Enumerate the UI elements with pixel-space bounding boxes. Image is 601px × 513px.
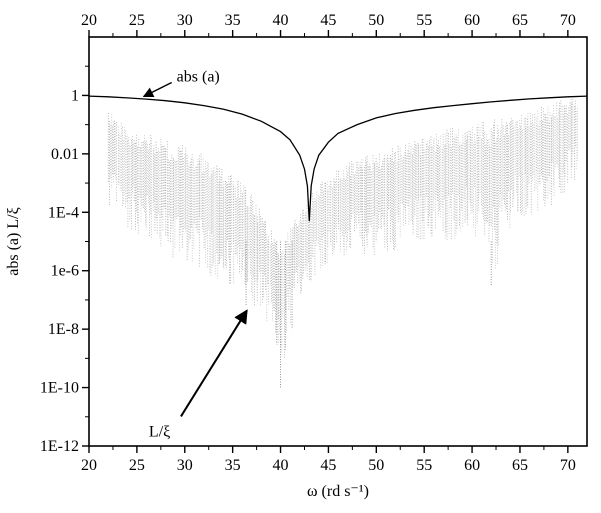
annotations: abs (a) L/ξ — [142, 68, 248, 440]
x-tick-label: 65 — [512, 457, 528, 474]
top-x-tick-label: 20 — [81, 12, 97, 29]
top-x-tick-label: 45 — [320, 12, 336, 29]
x-tick-label: 30 — [177, 457, 193, 474]
y-tick-label: 1E-10 — [40, 380, 79, 397]
y-tick-label: 1 — [71, 87, 79, 104]
top-x-tick-label: 35 — [225, 12, 241, 29]
l-over-xi-label: L/ξ — [149, 423, 170, 440]
y-tick-label: 0.01 — [51, 146, 79, 163]
top-x-tick-label: 25 — [129, 12, 145, 29]
l-over-xi-arrow — [180, 309, 248, 417]
abs-a-label: abs (a) — [177, 68, 220, 85]
top-x-tick-label: 30 — [177, 12, 193, 29]
plot-border — [88, 36, 588, 447]
x-axis-label: ω (rd s⁻¹) — [307, 483, 369, 500]
x-tick-label: 25 — [129, 457, 145, 474]
y-tick-label: 1e-6 — [51, 263, 79, 280]
top-x-tick-label: 70 — [560, 12, 576, 29]
x-tick-label: 20 — [81, 457, 97, 474]
x-tick-label: 40 — [273, 457, 289, 474]
plot-frame — [88, 36, 588, 447]
x-tick-label: 35 — [225, 457, 241, 474]
l-over-xi-series — [107, 98, 578, 388]
abs-a-arrow — [142, 81, 173, 98]
abs-a-line — [88, 95, 588, 222]
top-x-tick-label: 40 — [273, 12, 289, 29]
x-tick-label: 60 — [464, 457, 480, 474]
abs-a-series — [88, 95, 588, 222]
y-tick-label: 1E-4 — [48, 204, 79, 221]
x-tick-label: 70 — [560, 457, 576, 474]
y-tick-label: 1E-8 — [48, 321, 79, 338]
top-x-tick-label: 65 — [512, 12, 528, 29]
x-tick-label: 45 — [320, 457, 336, 474]
axis-labels: ω (rd s⁻¹) abs (a) L/ξ — [5, 207, 369, 500]
top-x-tick-label: 60 — [464, 12, 480, 29]
y-axis-label: abs (a) L/ξ — [5, 207, 22, 275]
x-tick-label: 55 — [416, 457, 432, 474]
x-tick-label: 50 — [368, 457, 384, 474]
top-x-tick-label: 50 — [368, 12, 384, 29]
axis-ticks: 20 20 25 25 30 30 35 35 40 40 45 45 50 50 55 55 60 60 65 65… — [40, 12, 576, 474]
y-tick-label: 1E-12 — [40, 438, 79, 455]
top-x-tick-label: 55 — [416, 12, 432, 29]
